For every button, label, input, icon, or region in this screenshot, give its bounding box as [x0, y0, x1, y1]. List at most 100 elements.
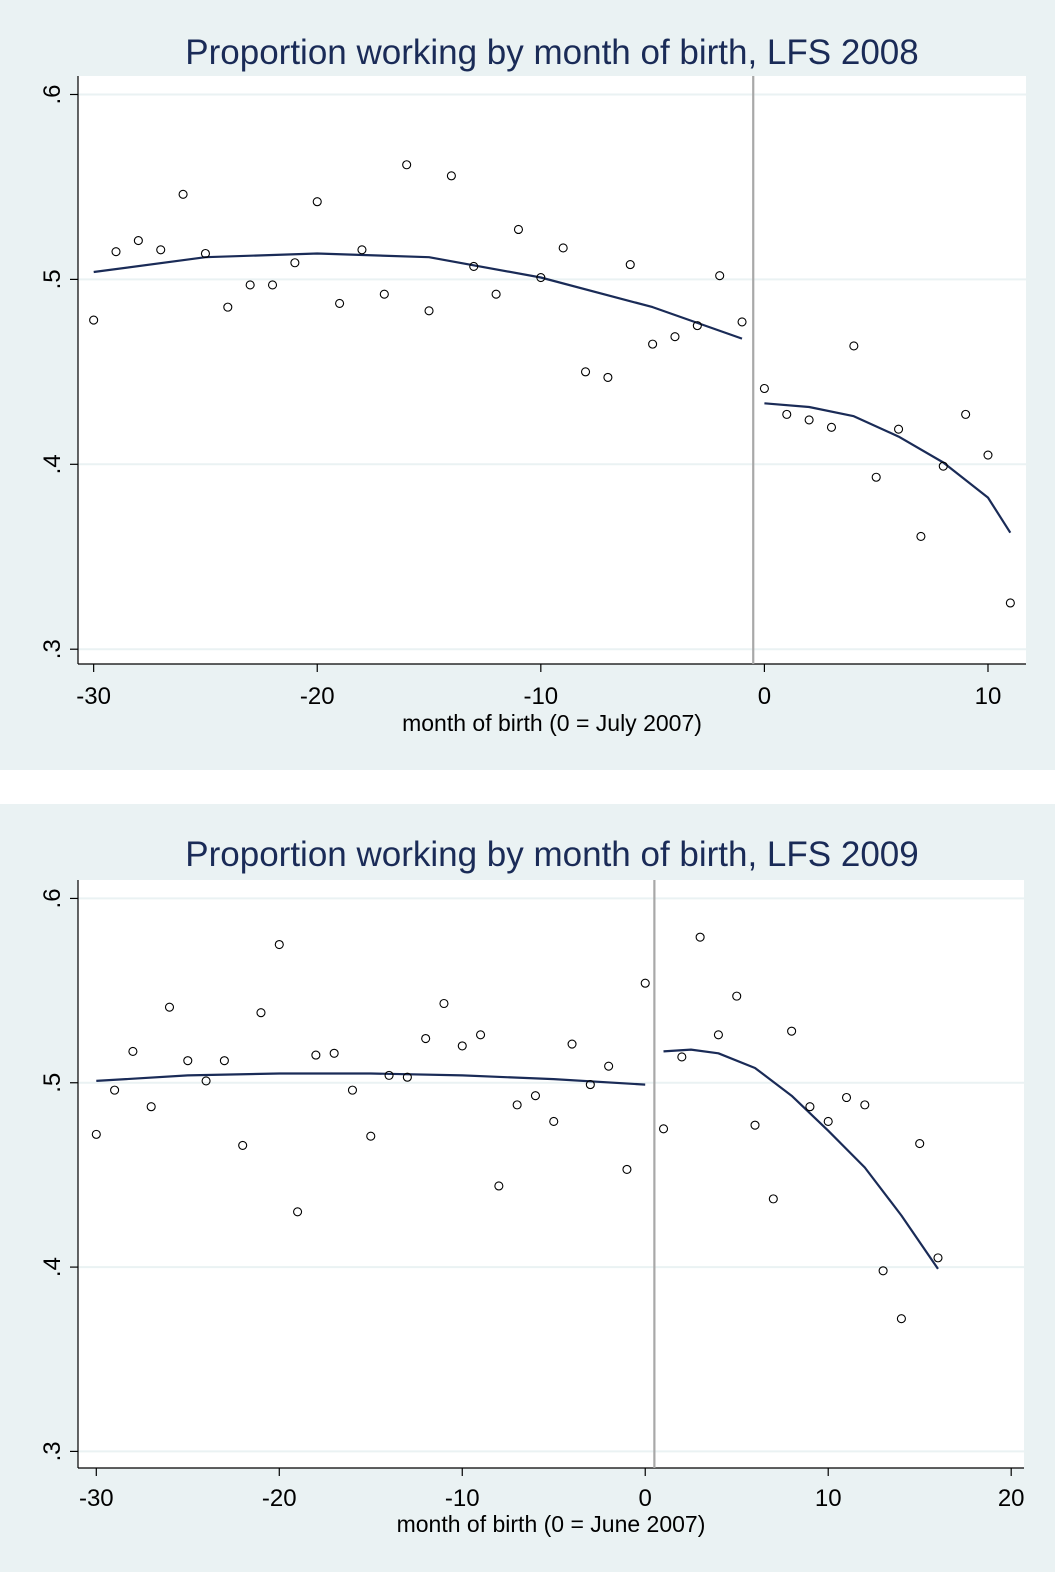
- data-point: [402, 1072, 412, 1082]
- data-point: [1005, 598, 1015, 608]
- fit-line-right: [764, 402, 1012, 534]
- data-point: [512, 1100, 522, 1110]
- data-point: [750, 1120, 760, 1130]
- data-point: [223, 302, 233, 312]
- data-point: [164, 1002, 175, 1012]
- x-axis-title: month of birth (0 = July 2007): [402, 710, 702, 736]
- data-point: [469, 261, 479, 272]
- x-tick-label: -10: [523, 683, 558, 710]
- data-point: [782, 409, 792, 419]
- chart-panel-2008: Proportion working by month of birth, LF…: [0, 0, 1055, 770]
- x-tick-label: 20: [998, 1485, 1025, 1512]
- data-point: [860, 1100, 870, 1110]
- x-tick-label: -30: [79, 1485, 114, 1512]
- chart-title: Proportion working by month of birth, LF…: [185, 33, 918, 72]
- data-point: [695, 932, 705, 942]
- y-tick-label: .3: [39, 639, 66, 659]
- y-tick-label: .3: [39, 1441, 66, 1461]
- y-tick-label: .4: [39, 454, 66, 474]
- plot-area: [78, 76, 1026, 664]
- data-point: [379, 289, 389, 299]
- chart-2009: Proportion working by month of birth, LF…: [39, 835, 1025, 1537]
- data-point: [156, 245, 166, 255]
- data-point: [219, 1056, 229, 1066]
- data-point: [476, 1030, 486, 1040]
- y-tick-label: .5: [39, 1073, 66, 1093]
- data-point: [256, 1008, 266, 1018]
- data-point: [670, 332, 680, 342]
- data-point: [146, 1102, 156, 1112]
- y-tick-label: .5: [39, 269, 66, 289]
- data-point: [894, 424, 904, 434]
- data-point: [293, 1207, 303, 1217]
- data-point: [933, 1253, 943, 1263]
- data-point: [805, 1102, 815, 1112]
- data-point: [424, 306, 434, 316]
- data-point: [238, 1140, 248, 1150]
- data-point: [402, 160, 412, 170]
- data-point: [357, 245, 367, 255]
- data-point: [347, 1085, 358, 1095]
- data-point: [871, 472, 881, 482]
- data-point: [201, 1076, 211, 1086]
- data-point: [983, 450, 993, 460]
- data-point: [580, 367, 591, 377]
- data-point: [366, 1131, 376, 1141]
- data-point: [89, 315, 99, 325]
- data-point: [133, 236, 143, 246]
- data-point: [128, 1046, 138, 1056]
- chart-title: Proportion working by month of birth, LF…: [185, 835, 918, 874]
- data-point: [768, 1194, 778, 1204]
- chart-2008: Proportion working by month of birth, LF…: [39, 33, 1026, 736]
- chart-panel-2009: Proportion working by month of birth, LF…: [0, 804, 1055, 1572]
- data-point: [604, 1061, 614, 1071]
- data-point: [692, 321, 702, 331]
- data-point: [849, 341, 859, 351]
- data-point: [826, 422, 837, 432]
- data-point: [823, 1116, 833, 1127]
- plot-area: [78, 880, 1024, 1468]
- data-point: [290, 258, 300, 268]
- data-point: [183, 1056, 193, 1066]
- data-point: [200, 248, 210, 259]
- y-tick-label: .6: [39, 84, 66, 104]
- data-point: [961, 409, 971, 419]
- y-tick-label: .4: [39, 1257, 66, 1277]
- data-point: [737, 317, 747, 327]
- x-tick-label: 10: [815, 1485, 842, 1512]
- data-point: [421, 1033, 431, 1044]
- data-point: [896, 1314, 906, 1324]
- data-point: [536, 272, 546, 283]
- data-point: [715, 271, 725, 281]
- x-tick-label: 10: [975, 683, 1002, 710]
- data-point: [841, 1092, 852, 1103]
- x-tick-label: -20: [300, 683, 335, 710]
- x-tick-label: -10: [445, 1485, 480, 1512]
- x-tick-label: -30: [76, 683, 111, 710]
- data-point: [312, 197, 322, 207]
- data-point: [558, 243, 568, 253]
- data-point: [916, 531, 926, 541]
- data-point: [713, 1030, 723, 1040]
- data-point: [274, 939, 284, 950]
- y-tick-label: .6: [39, 888, 66, 908]
- data-point: [111, 247, 121, 257]
- data-point: [787, 1026, 797, 1036]
- fit-line-right: [663, 1048, 939, 1270]
- data-point: [267, 280, 278, 290]
- x-axis-title: month of birth (0 = June 2007): [397, 1511, 706, 1537]
- fit-line-left: [96, 1072, 646, 1086]
- data-point: [491, 289, 501, 299]
- data-point: [91, 1129, 101, 1139]
- data-point: [603, 372, 613, 382]
- data-point: [915, 1139, 925, 1149]
- data-point: [759, 383, 769, 394]
- data-point: [178, 189, 188, 199]
- data-point: [530, 1091, 540, 1101]
- x-tick-label: 0: [758, 683, 771, 710]
- data-point: [658, 1124, 669, 1134]
- data-point: [622, 1164, 632, 1174]
- data-point: [513, 224, 524, 235]
- x-tick-label: -20: [262, 1485, 297, 1512]
- data-point: [648, 339, 658, 349]
